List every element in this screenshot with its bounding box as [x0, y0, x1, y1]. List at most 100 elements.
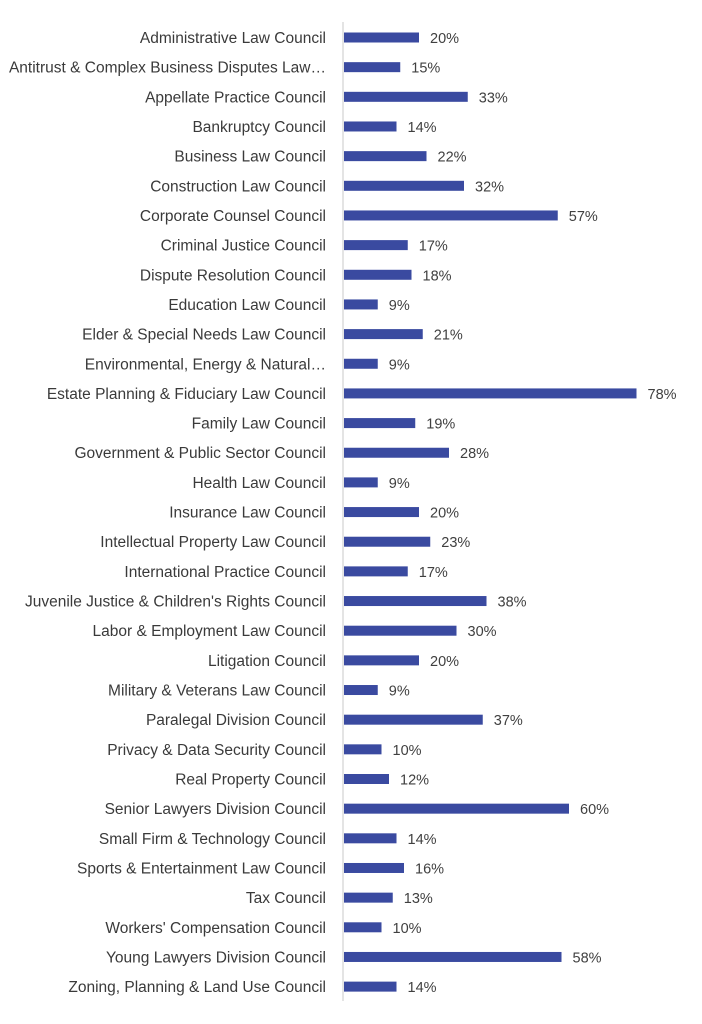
data-label: 14%: [408, 832, 437, 848]
data-label: 18%: [423, 268, 452, 284]
data-label: 21%: [434, 328, 463, 344]
value-labels-group: 20%15%33%14%22%32%57%17%18%9%21%9%78%19%…: [389, 31, 677, 996]
category-tick-label: Appellate Practice Council: [145, 89, 326, 106]
data-label: 19%: [426, 417, 455, 433]
category-tick-label: Senior Lawyers Division Council: [105, 801, 326, 818]
category-tick-label: Workers' Compensation Council: [105, 920, 326, 937]
data-label: 38%: [498, 595, 527, 611]
bar: [344, 655, 419, 666]
bar: [344, 507, 419, 518]
category-tick-label: Government & Public Sector Council: [74, 445, 326, 462]
bar: [344, 447, 449, 458]
bar: [344, 210, 558, 221]
bar: [344, 388, 637, 399]
category-tick-label: Sports & Entertainment Law Council: [77, 860, 326, 877]
bar: [344, 358, 378, 369]
bars-group: [344, 32, 637, 992]
data-label: 32%: [475, 179, 504, 195]
data-label: 17%: [419, 565, 448, 581]
bar: [344, 32, 419, 43]
data-label: 9%: [389, 357, 410, 373]
bar: [344, 477, 378, 488]
data-label: 14%: [408, 120, 437, 136]
category-labels-group: Administrative Law Council Antitrust & Co…: [9, 30, 326, 996]
data-label: 9%: [389, 684, 410, 700]
category-tick-label: Real Property Council: [175, 772, 326, 789]
category-tick-label: Intellectual Property Law Council: [100, 534, 326, 551]
category-tick-label: Bankruptcy Council: [192, 119, 326, 136]
category-tick-label: Small Firm & Technology Council: [99, 831, 326, 848]
data-label: 13%: [404, 891, 433, 907]
category-tick-label: Administrative Law Council: [140, 30, 326, 47]
bar: [344, 62, 401, 73]
category-tick-label: Tax Council: [246, 890, 326, 907]
bar: [344, 121, 397, 132]
bar: [344, 685, 378, 696]
data-label: 20%: [430, 506, 459, 522]
data-label: 20%: [430, 31, 459, 47]
category-tick-label: Family Law Council: [192, 416, 326, 433]
category-tick-label: Paralegal Division Council: [146, 712, 326, 729]
bar: [344, 862, 404, 873]
category-tick-label: Zoning, Planning & Land Use Council: [68, 979, 326, 996]
data-label: 78%: [648, 387, 677, 403]
bar: [344, 714, 483, 725]
data-label: 10%: [393, 921, 422, 937]
bar: [344, 803, 569, 814]
category-tick-label: Environmental, Energy & Natural…: [85, 356, 326, 373]
bar: [344, 418, 416, 429]
data-label: 14%: [408, 980, 437, 996]
data-label: 30%: [468, 624, 497, 640]
bar: [344, 892, 393, 903]
data-label: 9%: [389, 476, 410, 492]
data-label: 37%: [494, 713, 523, 729]
data-label: 58%: [573, 950, 602, 966]
category-tick-label: Labor & Employment Law Council: [93, 623, 326, 640]
data-label: 23%: [441, 535, 470, 551]
data-label: 33%: [479, 90, 508, 106]
category-tick-label: Dispute Resolution Council: [140, 267, 326, 284]
category-tick-label: Litigation Council: [208, 653, 326, 670]
data-label: 20%: [430, 654, 459, 670]
category-tick-label: Business Law Council: [174, 149, 326, 166]
bar: [344, 744, 382, 755]
bar: [344, 329, 423, 340]
data-label: 9%: [389, 298, 410, 314]
category-tick-label: Education Law Council: [168, 297, 326, 314]
bar: [344, 299, 378, 310]
category-tick-label: Insurance Law Council: [169, 505, 326, 522]
category-tick-label: Criminal Justice Council: [161, 238, 326, 255]
data-label: 15%: [411, 61, 440, 77]
bar: [344, 566, 408, 577]
data-label: 17%: [419, 239, 448, 255]
bar: [344, 269, 412, 280]
data-label: 22%: [438, 150, 467, 166]
category-tick-label: Military & Veterans Law Council: [108, 683, 326, 700]
category-tick-label: Construction Law Council: [150, 178, 326, 195]
data-label: 16%: [415, 861, 444, 877]
category-tick-label: Privacy & Data Security Council: [107, 742, 326, 759]
bar: [344, 625, 457, 636]
category-tick-label: Antitrust & Complex Business Disputes La…: [9, 60, 326, 77]
data-label: 57%: [569, 209, 598, 225]
category-tick-label: Health Law Council: [192, 475, 326, 492]
bar: [344, 91, 468, 102]
bar: [344, 596, 487, 607]
bar: [344, 981, 397, 992]
data-label: 60%: [580, 802, 609, 818]
bar: [344, 240, 408, 251]
data-label: 10%: [393, 743, 422, 759]
bar: [344, 774, 389, 784]
category-tick-label: Corporate Counsel Council: [140, 208, 326, 225]
bar: [344, 180, 464, 191]
category-tick-label: Young Lawyers Division Council: [106, 949, 326, 966]
category-tick-label: Elder & Special Needs Law Council: [82, 327, 326, 344]
bar: [344, 951, 562, 962]
bar: [344, 151, 427, 162]
bar: [344, 922, 382, 933]
data-label: 28%: [460, 446, 489, 462]
bar: [344, 536, 431, 547]
category-tick-label: Juvenile Justice & Children's Rights Cou…: [25, 594, 326, 611]
category-tick-label: Estate Planning & Fiduciary Law Council: [47, 386, 326, 403]
